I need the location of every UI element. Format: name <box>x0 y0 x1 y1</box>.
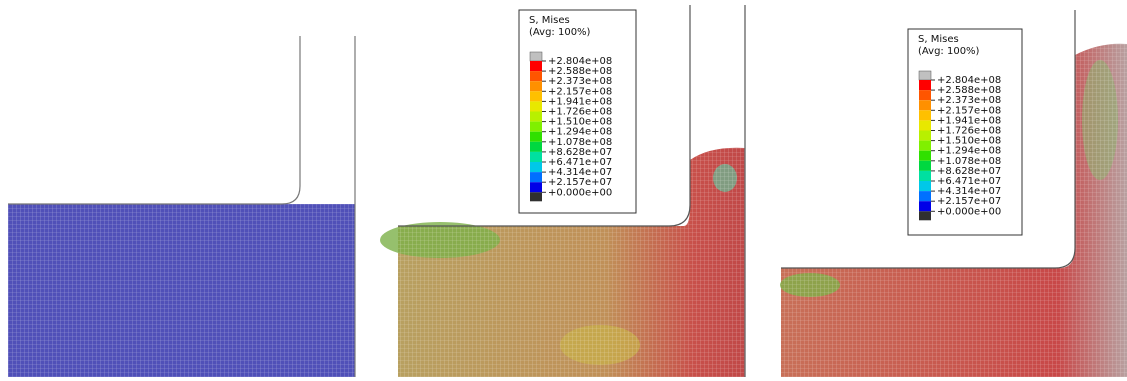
legend-label: +2.157e+08 <box>548 86 612 97</box>
legend-swatch <box>919 140 931 151</box>
legend-label: +1.078e+08 <box>548 137 612 148</box>
legend-label: +2.157e+08 <box>937 105 1001 116</box>
legend: S, Mises(Avg: 100%)+2.804e+08+2.588e+08+… <box>518 9 637 214</box>
legend-label: +2.157e+07 <box>937 196 1001 207</box>
legend-swatch <box>530 131 542 142</box>
legend-swatch <box>919 181 931 192</box>
legend-label: +2.588e+08 <box>937 85 1001 96</box>
legend-swatch <box>530 91 542 102</box>
mesh-grid <box>8 204 355 377</box>
legend-swatch <box>530 61 542 72</box>
legend-label: +1.294e+08 <box>937 146 1001 157</box>
legend-label: +1.726e+08 <box>548 107 612 118</box>
panel-final <box>780 10 1127 377</box>
legend-subtitle: (Avg: 100%) <box>529 27 591 38</box>
legend-swatch <box>919 191 931 202</box>
legend-swatch <box>530 71 542 82</box>
legend-swatch <box>530 141 542 152</box>
panel-initial <box>8 36 356 377</box>
legend-label: +8.628e+07 <box>548 147 612 158</box>
legend-label: +2.588e+08 <box>548 66 612 77</box>
legend-swatch <box>919 110 931 121</box>
legend-swatch <box>530 81 542 92</box>
die-outline <box>8 36 301 205</box>
legend-swatch <box>530 182 542 193</box>
legend-label: +6.471e+07 <box>548 157 612 168</box>
legend-swatch <box>919 201 931 212</box>
panel-mid <box>380 5 746 377</box>
legend-label: +2.373e+08 <box>937 95 1001 106</box>
legend-label: +2.804e+08 <box>937 75 1001 86</box>
legend-label: +6.471e+07 <box>937 176 1001 187</box>
legend-label: +1.726e+08 <box>937 126 1001 137</box>
legend-swatch <box>530 101 542 112</box>
legend-label: +2.373e+08 <box>548 76 612 87</box>
legend-label: +2.157e+07 <box>548 177 612 188</box>
legend-label: +1.510e+08 <box>937 136 1001 147</box>
legend-label: +1.941e+08 <box>548 96 612 107</box>
legend-label: +1.510e+08 <box>548 117 612 128</box>
legend-subtitle: (Avg: 100%) <box>918 46 980 57</box>
legend-label: +0.000e+00 <box>937 206 1001 217</box>
legend-swatch <box>919 211 931 221</box>
legend-swatch <box>919 100 931 111</box>
legend-label: +4.314e+07 <box>548 167 612 178</box>
legend-swatch <box>919 160 931 171</box>
legend-swatch <box>919 80 931 91</box>
legend-swatch <box>530 111 542 122</box>
legend-label: +8.628e+07 <box>937 166 1001 177</box>
legend-label: +1.941e+08 <box>937 115 1001 126</box>
legend-swatch <box>918 70 932 81</box>
legend-label: +4.314e+07 <box>937 186 1001 197</box>
legend: S, Mises(Avg: 100%)+2.804e+08+2.588e+08+… <box>907 28 1023 236</box>
legend-swatch <box>919 170 931 181</box>
legend-label: +1.294e+08 <box>548 127 612 138</box>
mesh-grid <box>398 147 745 377</box>
legend-label: +2.804e+08 <box>548 56 612 67</box>
legend-label: +0.000e+00 <box>548 187 612 198</box>
legend-swatch <box>530 162 542 173</box>
legend-label: +1.078e+08 <box>937 156 1001 167</box>
legend-title: S, Mises <box>529 15 570 26</box>
die-outline <box>398 5 691 227</box>
legend-swatch <box>919 130 931 141</box>
legend-swatch <box>530 172 542 183</box>
legend-swatch <box>919 90 931 101</box>
legend-swatch <box>530 192 542 202</box>
legend-swatch <box>919 120 931 131</box>
mesh-grid <box>781 43 1127 377</box>
die-outline <box>781 10 1076 269</box>
legend-swatch <box>530 151 542 162</box>
legend-title: S, Mises <box>918 34 959 45</box>
legend-swatch <box>919 150 931 161</box>
legend-swatch <box>530 121 542 132</box>
legend-swatch <box>529 51 543 62</box>
